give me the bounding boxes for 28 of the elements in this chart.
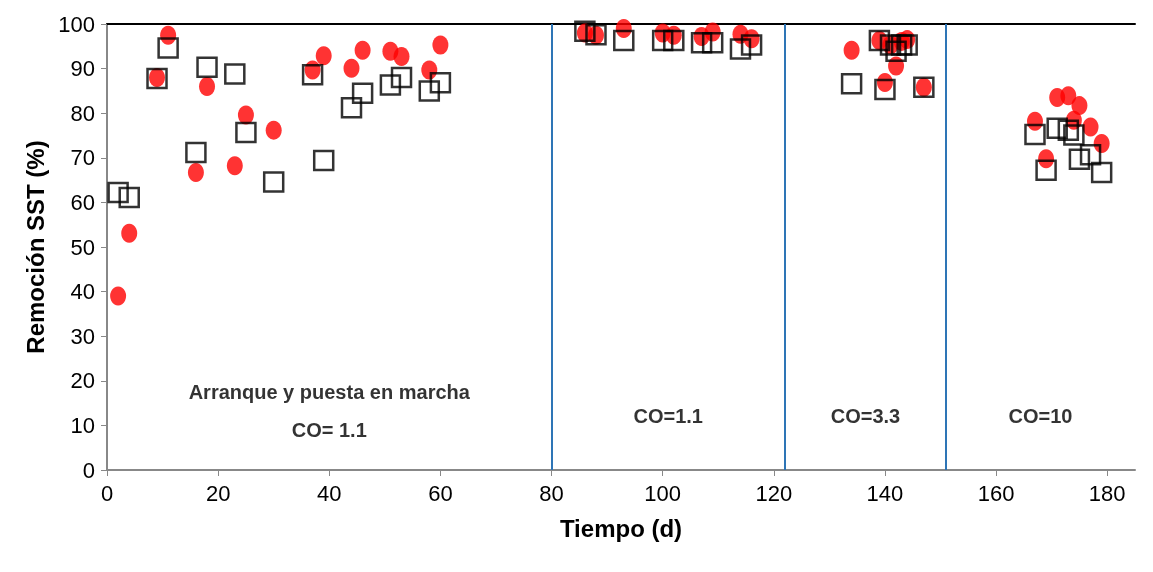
y-tick-label: 40 — [70, 279, 95, 305]
x-tick-label: 40 — [317, 480, 342, 506]
y-tick-label: 70 — [70, 145, 95, 171]
y-axis-title: Remoción SST (%) — [21, 140, 49, 354]
annotation: CO= 1.1 — [291, 418, 367, 441]
y-tick-label: 50 — [70, 234, 95, 260]
x-tick-label: 20 — [205, 480, 231, 506]
x-axis-title: Tiempo (d) — [559, 514, 683, 542]
y-tick-label: 100 — [58, 11, 95, 37]
x-tick-label: 140 — [866, 480, 904, 506]
x-tick-label: 180 — [1088, 480, 1126, 506]
y-tick-label: 60 — [70, 189, 95, 215]
y-tick-label: 10 — [70, 412, 95, 438]
y-tick-label: 0 — [82, 457, 95, 483]
x-tick-label: 60 — [428, 480, 453, 506]
x-tick-label: 100 — [644, 480, 682, 506]
y-tick-label: 90 — [70, 56, 95, 82]
x-tick-label: 160 — [977, 480, 1015, 506]
annotation: Arranque y puesta en marcha — [188, 380, 471, 403]
x-tick-label: 80 — [539, 480, 564, 506]
x-tick-label: 120 — [755, 480, 793, 506]
y-tick-label: 80 — [70, 100, 95, 126]
y-tick-label: 30 — [70, 323, 95, 349]
y-tick-label: 20 — [70, 368, 95, 394]
annotation: CO=3.3 — [830, 405, 901, 428]
annotation: CO=10 — [1008, 405, 1073, 428]
x-tick-label: 0 — [100, 480, 114, 506]
annotation: CO=1.1 — [633, 405, 703, 428]
